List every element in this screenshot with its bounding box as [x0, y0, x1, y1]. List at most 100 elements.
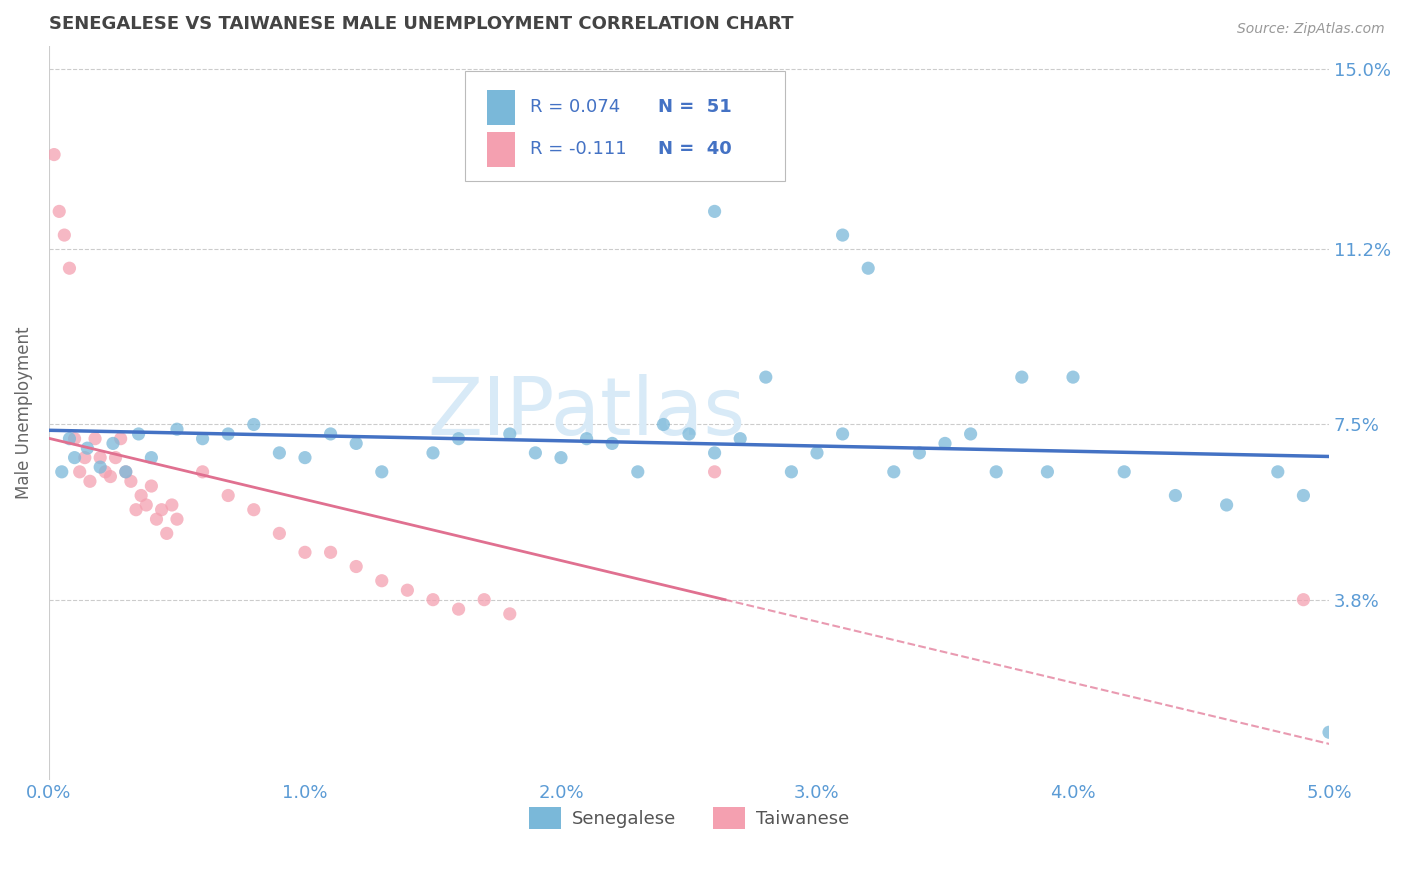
Point	[89, 450, 111, 465]
Point	[63, 450, 86, 465]
Point	[69, 465, 91, 479]
Text: R = 0.074: R = 0.074	[530, 98, 620, 116]
Point	[678, 426, 700, 441]
Point	[94, 465, 117, 479]
Point	[1267, 465, 1289, 479]
Point	[422, 446, 444, 460]
Text: R = -0.111: R = -0.111	[530, 140, 627, 158]
Point	[1062, 370, 1084, 384]
Point	[883, 465, 905, 479]
Point	[627, 465, 650, 479]
Point	[652, 417, 675, 432]
Point	[371, 465, 394, 479]
Point	[58, 432, 80, 446]
Point	[191, 432, 214, 446]
Point	[48, 204, 70, 219]
Point	[344, 436, 367, 450]
Point	[76, 441, 98, 455]
Point	[831, 426, 853, 441]
Point	[1164, 488, 1187, 502]
Point	[447, 602, 470, 616]
Point	[319, 545, 342, 559]
Point	[472, 592, 495, 607]
Point	[120, 475, 142, 489]
Point	[114, 465, 136, 479]
Point	[703, 465, 725, 479]
Point	[51, 465, 73, 479]
Point	[575, 432, 598, 446]
Point	[1114, 465, 1136, 479]
FancyBboxPatch shape	[486, 90, 515, 125]
Point	[856, 261, 879, 276]
Point	[1215, 498, 1237, 512]
Point	[1317, 725, 1340, 739]
Point	[101, 436, 124, 450]
Point	[1011, 370, 1033, 384]
Point	[447, 432, 470, 446]
Point	[141, 479, 163, 493]
Point	[371, 574, 394, 588]
Point	[191, 465, 214, 479]
Point	[934, 436, 956, 450]
Text: N =  51: N = 51	[658, 98, 733, 116]
FancyBboxPatch shape	[465, 71, 785, 181]
Point	[524, 446, 547, 460]
Point	[959, 426, 981, 441]
Point	[84, 432, 107, 446]
Point	[1292, 488, 1315, 502]
Point	[344, 559, 367, 574]
Point	[58, 261, 80, 276]
Point	[831, 228, 853, 243]
Point	[166, 422, 188, 436]
Point	[728, 432, 751, 446]
Point	[600, 436, 623, 450]
Point	[242, 502, 264, 516]
Point	[294, 545, 316, 559]
Point	[1292, 592, 1315, 607]
Text: Source: ZipAtlas.com: Source: ZipAtlas.com	[1237, 22, 1385, 37]
Point	[499, 426, 522, 441]
Point	[114, 465, 136, 479]
Legend: Senegalese, Taiwanese: Senegalese, Taiwanese	[522, 800, 856, 837]
Point	[73, 450, 96, 465]
Point	[53, 228, 76, 243]
Point	[422, 592, 444, 607]
FancyBboxPatch shape	[486, 131, 515, 167]
Point	[79, 475, 101, 489]
Point	[166, 512, 188, 526]
Text: SENEGALESE VS TAIWANESE MALE UNEMPLOYMENT CORRELATION CHART: SENEGALESE VS TAIWANESE MALE UNEMPLOYMEN…	[49, 15, 793, 33]
Point	[145, 512, 167, 526]
Point	[150, 502, 173, 516]
Point	[703, 446, 725, 460]
Point	[129, 488, 152, 502]
Point	[319, 426, 342, 441]
Point	[141, 450, 163, 465]
Point	[160, 498, 183, 512]
Text: ZIPatlas: ZIPatlas	[427, 374, 745, 451]
Point	[806, 446, 828, 460]
Point	[110, 432, 132, 446]
Point	[396, 583, 419, 598]
Point	[217, 488, 239, 502]
Point	[269, 446, 291, 460]
Point	[42, 147, 65, 161]
Point	[128, 426, 150, 441]
Point	[125, 502, 148, 516]
Point	[104, 450, 127, 465]
Point	[294, 450, 316, 465]
Point	[242, 417, 264, 432]
Point	[63, 432, 86, 446]
Point	[217, 426, 239, 441]
Point	[499, 607, 522, 621]
Point	[135, 498, 157, 512]
Point	[1036, 465, 1059, 479]
Point	[986, 465, 1008, 479]
Y-axis label: Male Unemployment: Male Unemployment	[15, 326, 32, 499]
Point	[156, 526, 179, 541]
Point	[100, 469, 122, 483]
Point	[780, 465, 803, 479]
Point	[908, 446, 931, 460]
Point	[703, 204, 725, 219]
Point	[755, 370, 778, 384]
Text: N =  40: N = 40	[658, 140, 733, 158]
